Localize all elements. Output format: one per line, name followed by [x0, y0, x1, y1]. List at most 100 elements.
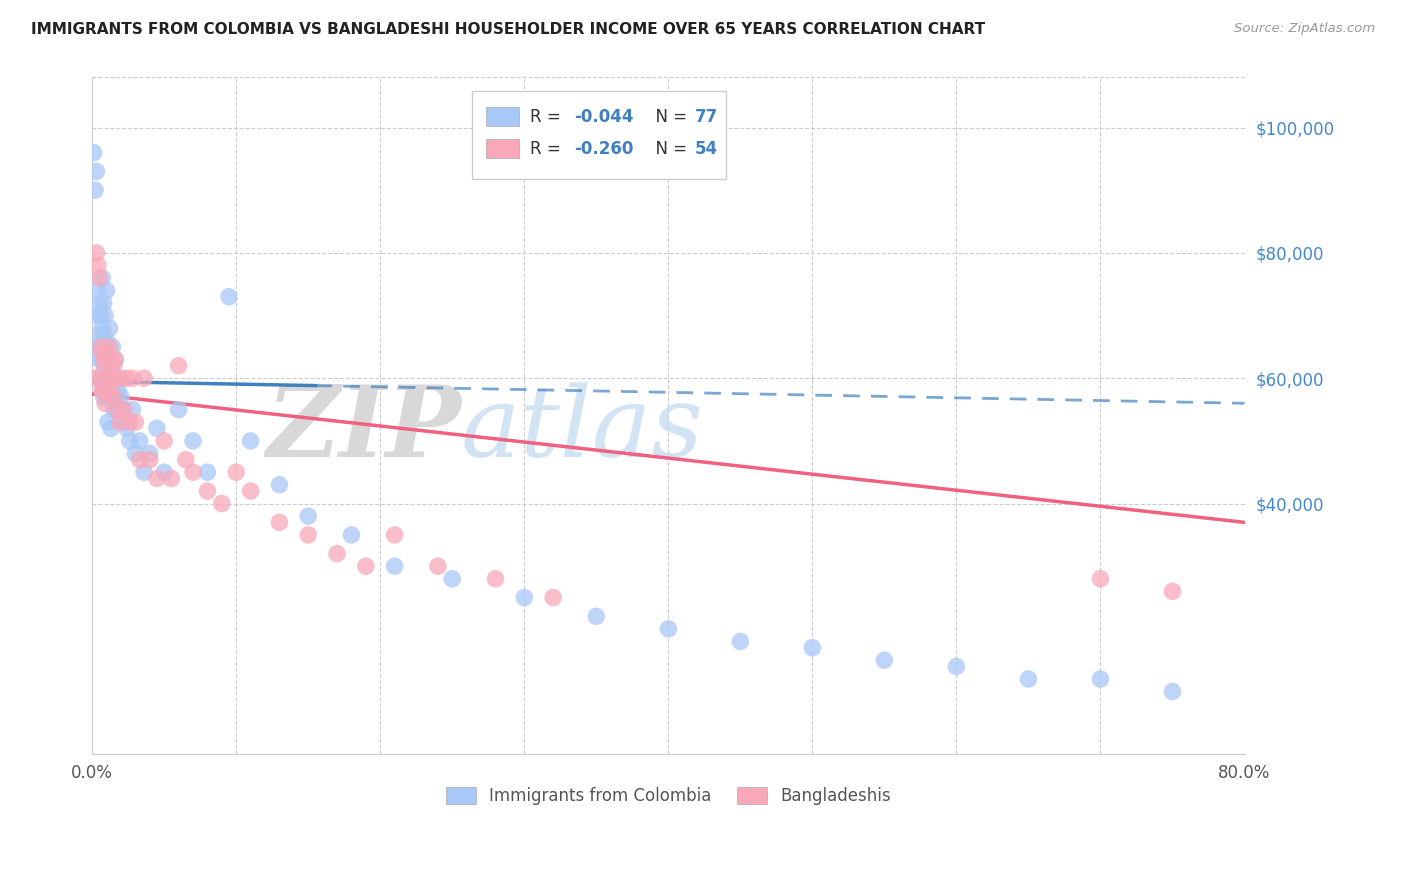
- Point: [90, 309, 112, 323]
- Point: [107, 402, 129, 417]
- Point: [297, 509, 319, 524]
- FancyBboxPatch shape: [486, 139, 519, 158]
- Point: [98, 390, 121, 404]
- Legend: Immigrants from Colombia, Bangladeshis: Immigrants from Colombia, Bangladeshis: [437, 779, 898, 814]
- Point: [93, 327, 115, 342]
- Point: [93, 390, 115, 404]
- Point: [211, 497, 233, 511]
- Point: [89, 352, 111, 367]
- Point: [94, 396, 117, 410]
- Point: [153, 465, 176, 479]
- Point: [91, 384, 114, 398]
- Point: [541, 591, 564, 605]
- Point: [121, 402, 143, 417]
- Point: [239, 434, 262, 448]
- Point: [94, 340, 117, 354]
- Point: [91, 384, 114, 398]
- Text: -0.260: -0.260: [574, 139, 633, 158]
- Text: -0.044: -0.044: [574, 108, 633, 126]
- Point: [1161, 684, 1184, 698]
- Point: [225, 465, 247, 479]
- Point: [132, 465, 155, 479]
- Point: [124, 446, 146, 460]
- Point: [90, 371, 112, 385]
- Point: [103, 390, 125, 404]
- Point: [98, 384, 121, 398]
- Text: IMMIGRANTS FROM COLOMBIA VS BANGLADESHI HOUSEHOLDER INCOME OVER 65 YEARS CORRELA: IMMIGRANTS FROM COLOMBIA VS BANGLADESHI …: [31, 22, 986, 37]
- Point: [98, 321, 121, 335]
- Point: [90, 371, 112, 385]
- Point: [98, 340, 121, 354]
- Point: [153, 434, 176, 448]
- Point: [167, 402, 190, 417]
- Point: [97, 352, 120, 367]
- Point: [89, 271, 111, 285]
- Point: [585, 609, 607, 624]
- Point: [105, 402, 128, 417]
- Point: [197, 465, 219, 479]
- Point: [97, 415, 120, 429]
- Point: [801, 640, 824, 655]
- Point: [1090, 572, 1112, 586]
- Text: atlas: atlas: [461, 382, 703, 477]
- Point: [87, 340, 110, 354]
- Point: [873, 653, 896, 667]
- Point: [269, 516, 291, 530]
- Point: [91, 321, 114, 335]
- Text: Source: ZipAtlas.com: Source: ZipAtlas.com: [1234, 22, 1375, 36]
- Point: [84, 183, 107, 197]
- Point: [87, 284, 110, 298]
- Point: [104, 352, 127, 367]
- Point: [218, 290, 240, 304]
- Point: [326, 547, 349, 561]
- Point: [121, 371, 143, 385]
- Point: [100, 352, 122, 367]
- Point: [96, 371, 118, 385]
- Text: R =: R =: [530, 108, 567, 126]
- Point: [441, 572, 464, 586]
- Point: [101, 340, 124, 354]
- Point: [96, 284, 118, 298]
- Point: [146, 471, 169, 485]
- Point: [174, 452, 197, 467]
- Point: [101, 384, 124, 398]
- Point: [93, 352, 115, 367]
- Point: [1090, 672, 1112, 686]
- Point: [100, 421, 122, 435]
- Point: [108, 415, 131, 429]
- Point: [384, 559, 406, 574]
- Point: [94, 377, 117, 392]
- Point: [124, 415, 146, 429]
- Point: [160, 471, 183, 485]
- Point: [111, 402, 134, 417]
- Point: [96, 384, 118, 398]
- Point: [101, 371, 124, 385]
- Point: [91, 352, 114, 367]
- Point: [104, 352, 127, 367]
- Point: [269, 477, 291, 491]
- Point: [146, 421, 169, 435]
- Point: [97, 390, 120, 404]
- Text: ZIP: ZIP: [266, 381, 461, 477]
- Point: [104, 390, 127, 404]
- Point: [93, 296, 115, 310]
- Point: [97, 371, 120, 385]
- Point: [94, 309, 117, 323]
- Point: [110, 390, 132, 404]
- Point: [103, 371, 125, 385]
- Point: [1161, 584, 1184, 599]
- Point: [730, 634, 752, 648]
- Point: [98, 359, 121, 373]
- Point: [297, 528, 319, 542]
- Point: [112, 402, 135, 417]
- Point: [100, 390, 122, 404]
- Point: [128, 452, 150, 467]
- Point: [103, 359, 125, 373]
- Point: [103, 402, 125, 417]
- Point: [86, 309, 108, 323]
- Point: [105, 371, 128, 385]
- Point: [197, 483, 219, 498]
- Point: [115, 421, 138, 435]
- Text: N =: N =: [645, 108, 693, 126]
- Point: [139, 446, 162, 460]
